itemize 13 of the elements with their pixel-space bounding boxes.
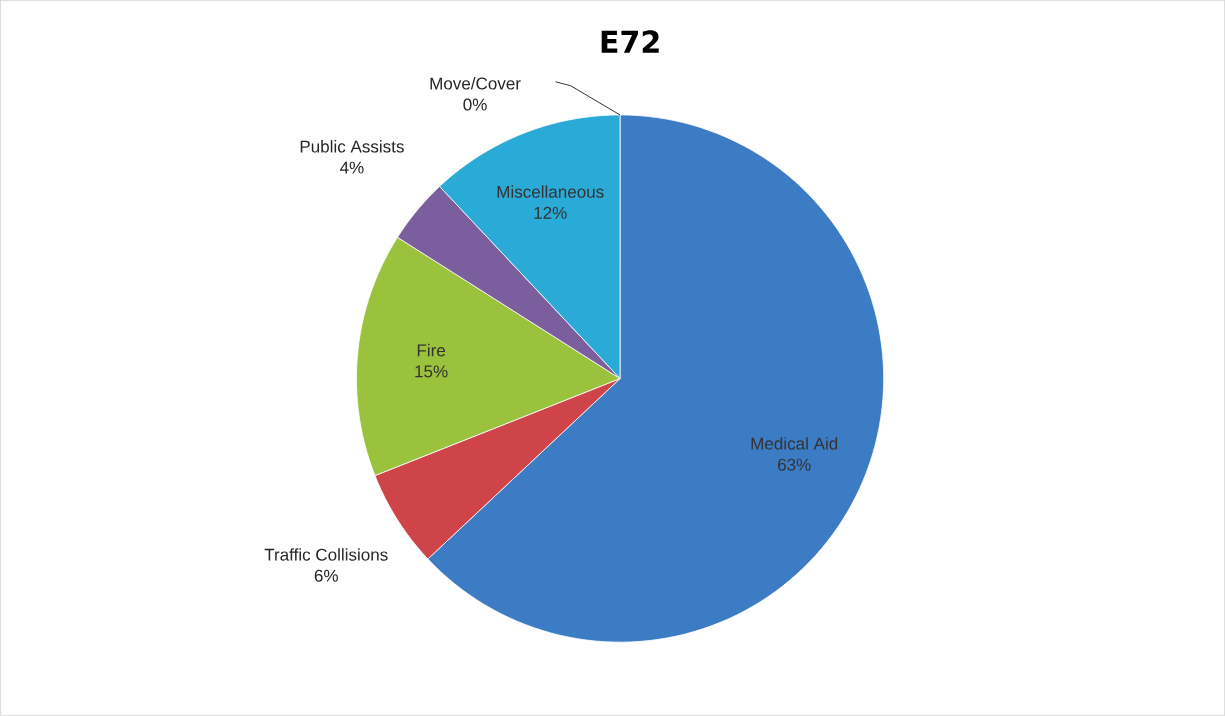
slice-label: Miscellaneous [497,185,604,198]
slice-label: Traffic Collisions [264,548,388,561]
data-label: 63% [778,458,811,471]
slice-label: Fire [417,343,446,357]
chart-title: E72 [601,30,659,53]
data-label: 15% [415,365,448,378]
data-label: 6% [314,569,338,582]
text: 0% [463,98,487,111]
category-label: Move/Cover [430,77,521,90]
data-label: 4% [339,161,364,174]
data-label: 12% [534,206,567,219]
slice-label: Public Assists [300,140,404,153]
slice-label: Medical Aid [751,437,838,450]
